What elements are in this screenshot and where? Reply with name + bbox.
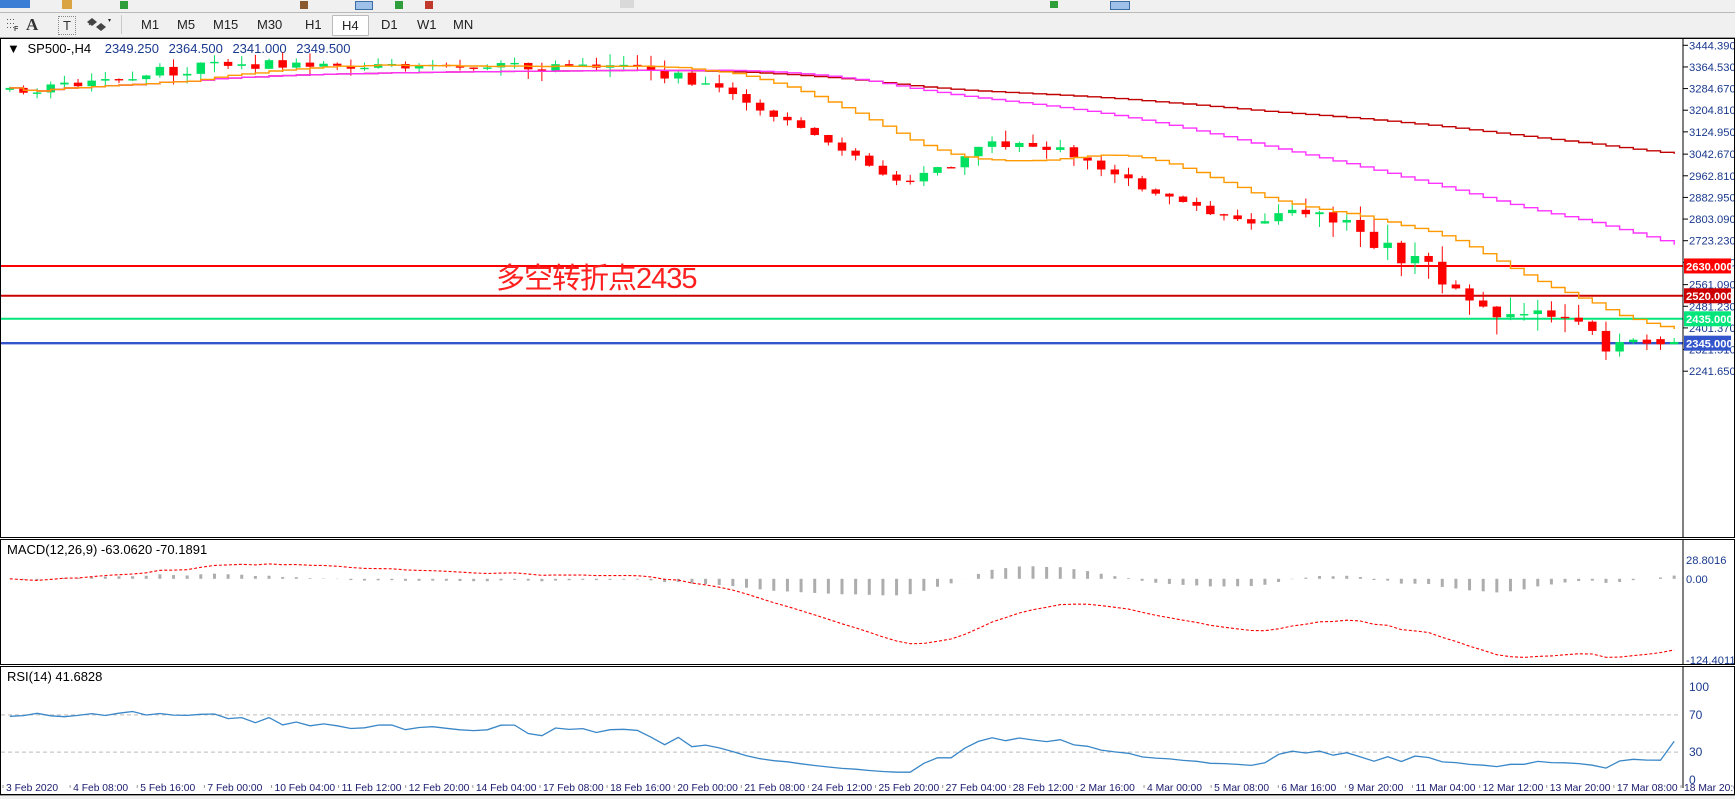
svg-text:24 Feb 12:00: 24 Feb 12:00 <box>811 783 872 794</box>
svg-text:2520.000: 2520.000 <box>1686 291 1733 303</box>
svg-text:2962.810: 2962.810 <box>1689 171 1735 183</box>
svg-text:10 Feb 04:00: 10 Feb 04:00 <box>274 783 335 794</box>
svg-text:2882.950: 2882.950 <box>1689 192 1735 204</box>
svg-text:2435.000: 2435.000 <box>1686 314 1733 326</box>
svg-text:28 Feb 12:00: 28 Feb 12:00 <box>1013 783 1074 794</box>
svg-text:2241.650: 2241.650 <box>1689 366 1735 378</box>
svg-text:28.8016: 28.8016 <box>1686 555 1726 567</box>
svg-text:17 Mar 08:00: 17 Mar 08:00 <box>1617 783 1678 794</box>
svg-text:100: 100 <box>1689 680 1709 694</box>
svg-text:70: 70 <box>1689 708 1703 722</box>
svg-text:6 Mar 16:00: 6 Mar 16:00 <box>1281 783 1336 794</box>
svg-text:0.00: 0.00 <box>1686 574 1708 586</box>
svg-text:-124.4011: -124.4011 <box>1686 655 1735 665</box>
svg-text:3 Feb 2020: 3 Feb 2020 <box>6 783 58 794</box>
svg-text:11 Mar 04:00: 11 Mar 04:00 <box>1416 783 1476 794</box>
svg-text:12 Feb 20:00: 12 Feb 20:00 <box>409 783 470 794</box>
svg-text:4 Feb 08:00: 4 Feb 08:00 <box>73 783 128 794</box>
svg-text:2630.000: 2630.000 <box>1686 261 1733 273</box>
svg-text:2723.230: 2723.230 <box>1689 236 1735 248</box>
svg-text:21 Feb 08:00: 21 Feb 08:00 <box>744 783 805 794</box>
svg-text:9 Mar 20:00: 9 Mar 20:00 <box>1348 783 1403 794</box>
svg-text:3444.390: 3444.390 <box>1689 40 1735 52</box>
svg-text:5 Mar 08:00: 5 Mar 08:00 <box>1214 783 1269 794</box>
svg-text:18 Mar 20:00: 18 Mar 20:00 <box>1684 783 1735 794</box>
svg-text:14 Feb 04:00: 14 Feb 04:00 <box>476 783 537 794</box>
svg-text:4 Mar 00:00: 4 Mar 00:00 <box>1147 783 1202 794</box>
svg-text:2345.000: 2345.000 <box>1686 338 1733 350</box>
svg-text:3124.950: 3124.950 <box>1689 127 1735 139</box>
svg-text:7 Feb 00:00: 7 Feb 00:00 <box>207 783 262 794</box>
svg-text:5 Feb 16:00: 5 Feb 16:00 <box>140 783 195 794</box>
svg-text:27 Feb 04:00: 27 Feb 04:00 <box>946 783 1007 794</box>
svg-text:3042.670: 3042.670 <box>1689 149 1735 161</box>
svg-text:12 Mar 12:00: 12 Mar 12:00 <box>1483 783 1544 794</box>
svg-text:3284.670: 3284.670 <box>1689 84 1735 96</box>
svg-text:30: 30 <box>1689 745 1703 759</box>
svg-text:3364.530: 3364.530 <box>1689 62 1735 74</box>
svg-text:17 Feb 08:00: 17 Feb 08:00 <box>543 783 604 794</box>
svg-text:13 Mar 20:00: 13 Mar 20:00 <box>1550 783 1611 794</box>
svg-text:3204.810: 3204.810 <box>1689 105 1735 117</box>
svg-text:2803.090: 2803.090 <box>1689 214 1735 226</box>
svg-text:2 Mar 16:00: 2 Mar 16:00 <box>1080 783 1135 794</box>
svg-text:11 Feb 12:00: 11 Feb 12:00 <box>342 783 402 794</box>
svg-text:18 Feb 16:00: 18 Feb 16:00 <box>610 783 671 794</box>
svg-text:25 Feb 20:00: 25 Feb 20:00 <box>879 783 940 794</box>
svg-text:20 Feb 00:00: 20 Feb 00:00 <box>677 783 738 794</box>
